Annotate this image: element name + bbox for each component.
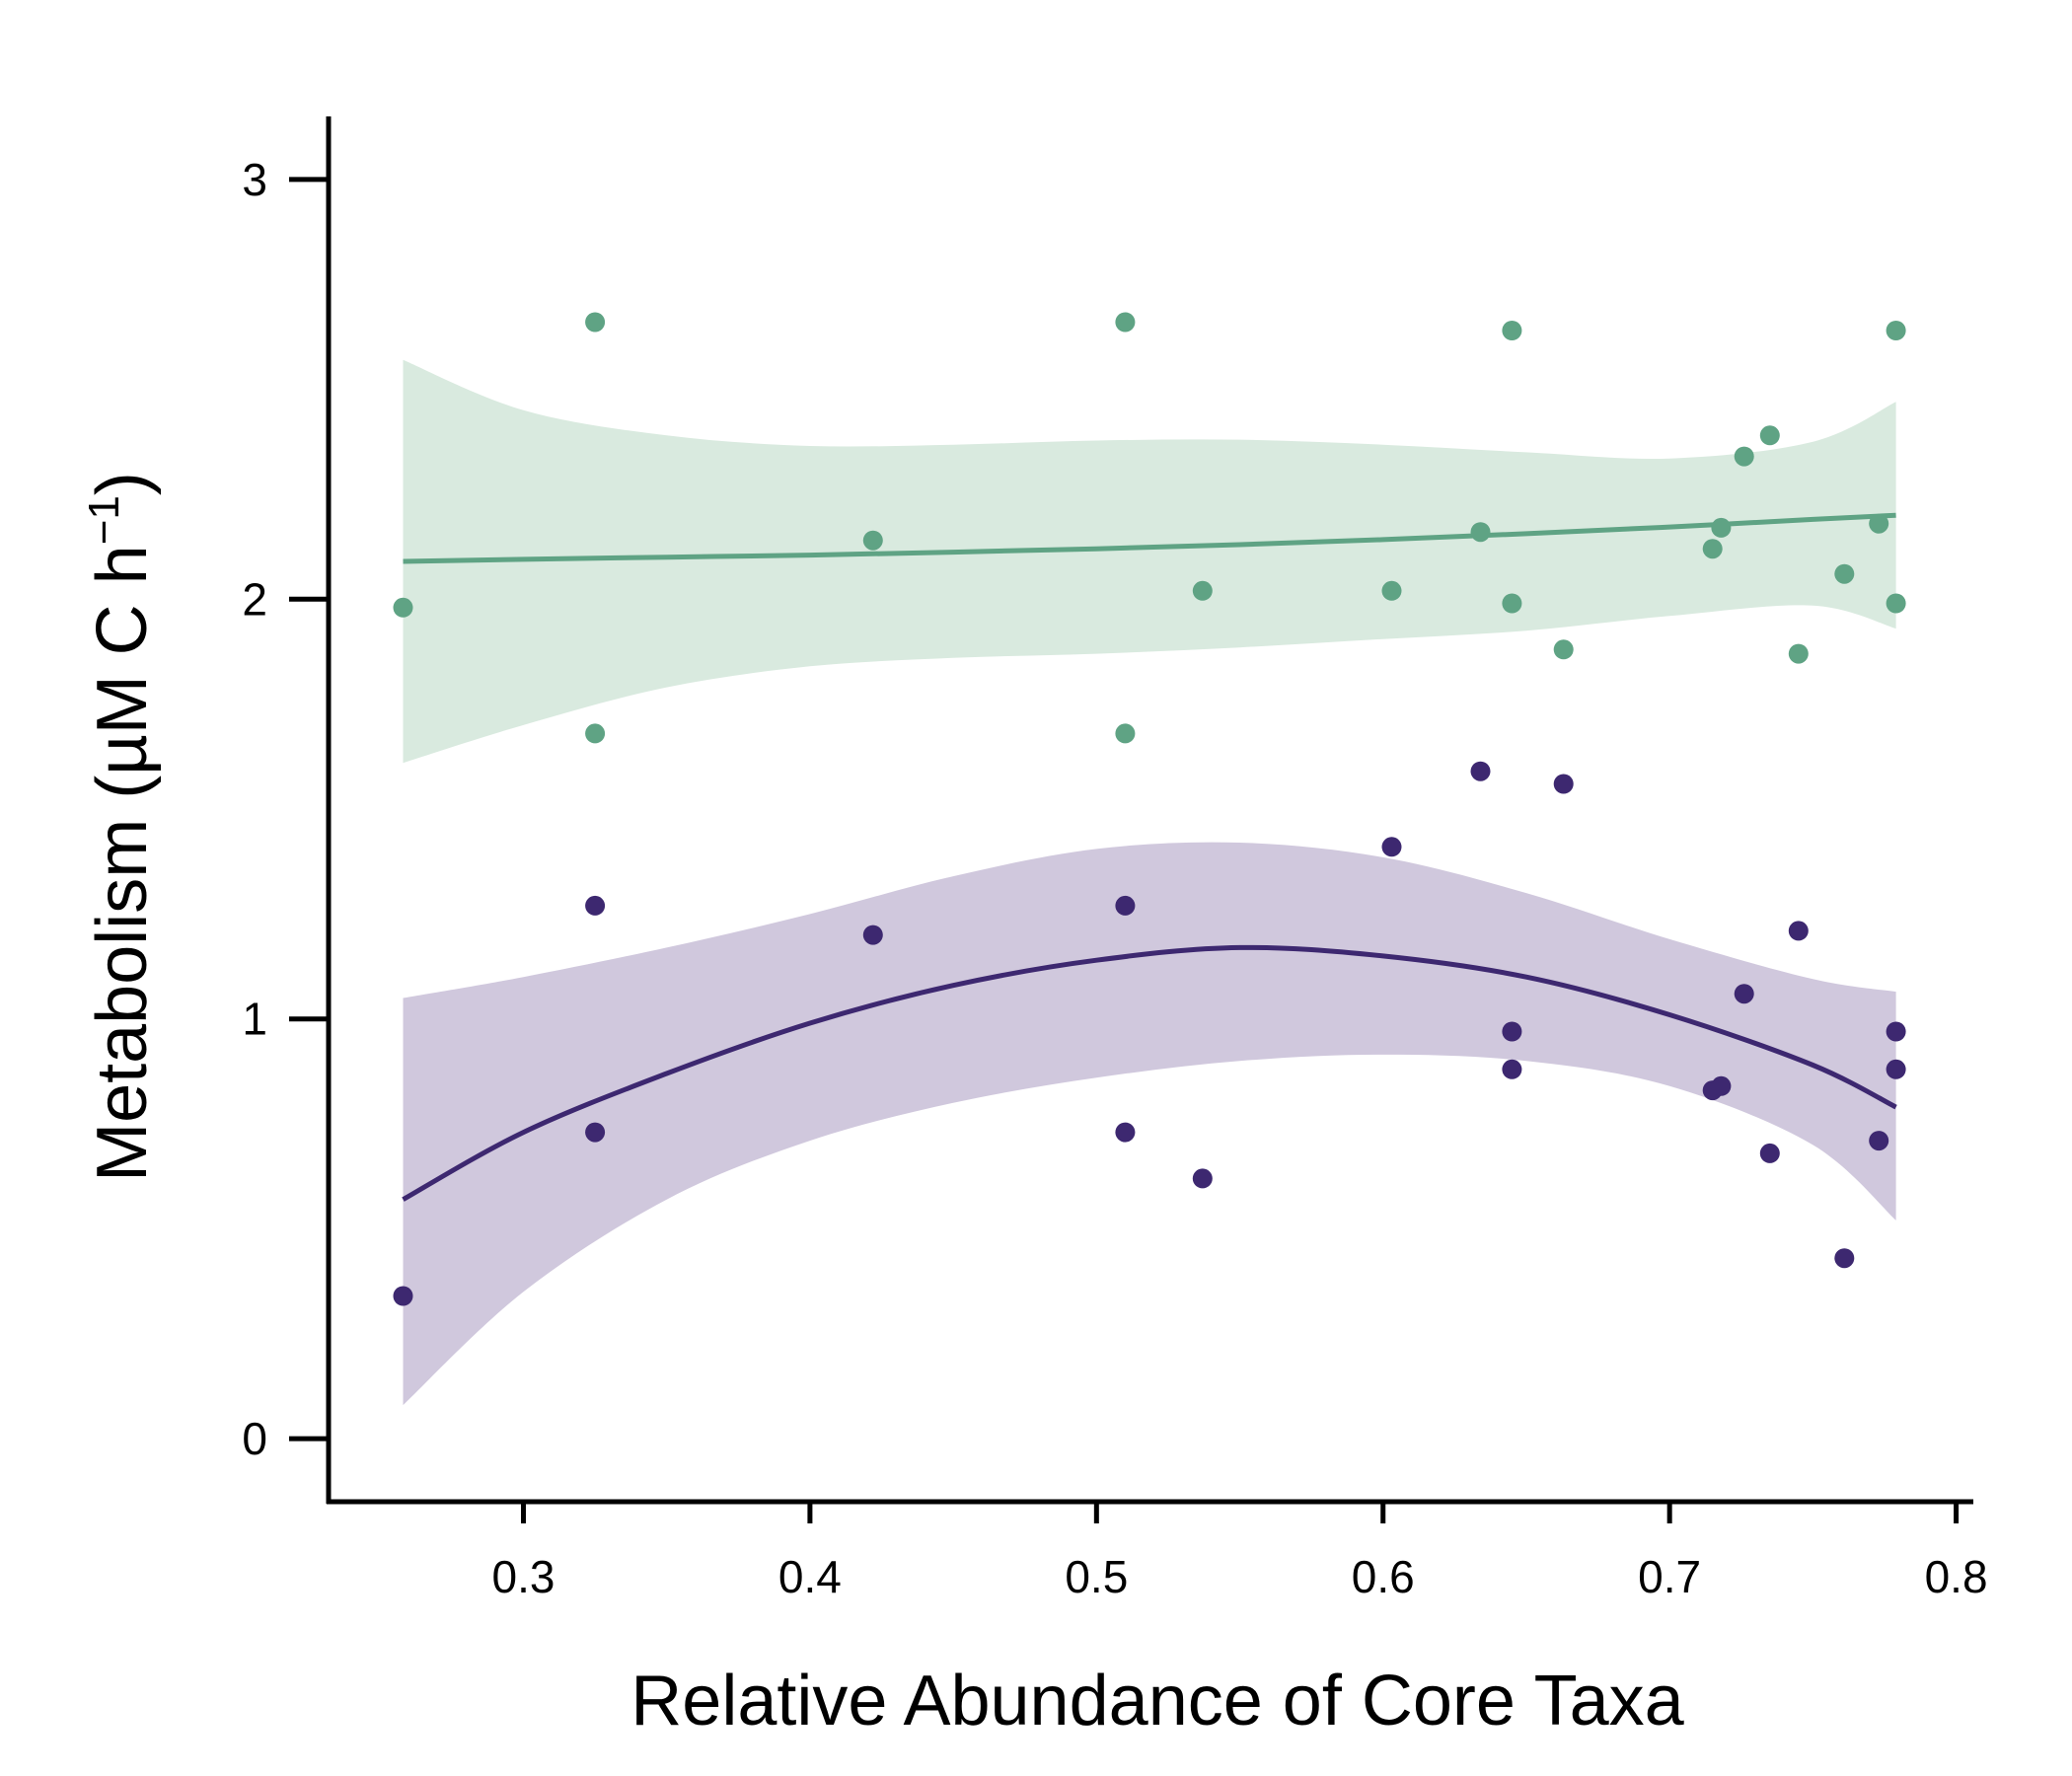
green-data-point <box>585 723 606 744</box>
green-data-point <box>1381 580 1402 601</box>
y-axis-title-mu: µ <box>83 734 162 775</box>
purple-data-point <box>1759 1143 1780 1163</box>
purple-data-point <box>862 925 883 945</box>
green-data-point <box>1702 539 1723 559</box>
y-tick-label: 3 <box>242 154 267 205</box>
x-ticks: 0.3 0.4 0.5 0.6 0.7 0.8 <box>492 1502 1988 1602</box>
y-axis-title-superscript: −1 <box>80 495 128 545</box>
green-data-point <box>1869 513 1889 534</box>
x-tick-label: 0.6 <box>1352 1551 1415 1602</box>
purple-data-point <box>1869 1131 1889 1151</box>
purple-data-point <box>1886 1059 1906 1079</box>
green-data-point <box>1886 593 1906 614</box>
purple-data-point <box>1502 1059 1522 1079</box>
y-axis-title-units: M C h <box>83 545 162 734</box>
x-tick-label: 0.8 <box>1925 1551 1988 1602</box>
purple-data-point <box>1381 837 1402 857</box>
purple-data-point <box>1470 761 1491 781</box>
green-data-point <box>1553 639 1574 660</box>
purple-data-point <box>1788 921 1809 941</box>
y-axis-title-close: ) <box>83 472 162 495</box>
purple-data-point <box>1115 1122 1136 1143</box>
green-data-point <box>585 312 606 333</box>
green-data-point <box>1788 643 1809 664</box>
purple-data-point <box>1553 774 1574 794</box>
x-tick-label: 0.7 <box>1638 1551 1701 1602</box>
y-tick-label: 1 <box>242 994 267 1045</box>
purple-data-point <box>1734 984 1754 1004</box>
green-data-point <box>862 530 883 551</box>
purple-data-point <box>585 1122 606 1143</box>
green-data-point <box>1115 723 1136 744</box>
green-data-point <box>1759 425 1780 446</box>
x-tick-label: 0.5 <box>1065 1551 1128 1602</box>
green-confidence-band <box>403 359 1896 764</box>
purple-data-point <box>1834 1248 1855 1269</box>
purple-data-point <box>1115 895 1136 916</box>
purple-data-point <box>585 895 606 916</box>
green-data-point <box>1886 321 1906 340</box>
y-axis-title-main: Metabolism ( <box>83 776 162 1182</box>
purple-data-point <box>393 1286 413 1306</box>
y-tick-label: 0 <box>242 1413 267 1464</box>
green-data-point <box>1711 517 1732 538</box>
green-data-point <box>1734 446 1754 467</box>
y-axis-title: Metabolism (µM C h−1) <box>80 472 162 1182</box>
green-data-point <box>1502 593 1522 614</box>
green-data-point <box>393 597 413 618</box>
axes <box>326 116 1973 1505</box>
confidence-bands <box>403 359 1896 1406</box>
green-data-point <box>1470 522 1491 543</box>
y-tick-label: 2 <box>242 573 267 625</box>
green-data-point <box>1502 321 1522 340</box>
purple-confidence-band <box>403 842 1896 1406</box>
x-axis-title: Relative Abundance of Core Taxa <box>630 1662 1684 1740</box>
green-data-point <box>1192 580 1213 601</box>
fit-lines <box>402 512 1897 1202</box>
purple-data-point <box>1502 1021 1522 1042</box>
purple-fit-line <box>402 944 1897 1202</box>
y-ticks: 0 1 2 3 <box>242 154 329 1464</box>
x-tick-label: 0.3 <box>492 1551 555 1602</box>
data-points <box>393 312 1906 1306</box>
x-tick-label: 0.4 <box>778 1551 842 1602</box>
green-data-point <box>1834 563 1855 584</box>
green-fit-line <box>403 512 1896 564</box>
purple-data-point <box>1192 1168 1213 1189</box>
purple-data-point <box>1886 1021 1906 1042</box>
purple-data-point <box>1711 1075 1732 1096</box>
green-data-point <box>1115 312 1136 333</box>
